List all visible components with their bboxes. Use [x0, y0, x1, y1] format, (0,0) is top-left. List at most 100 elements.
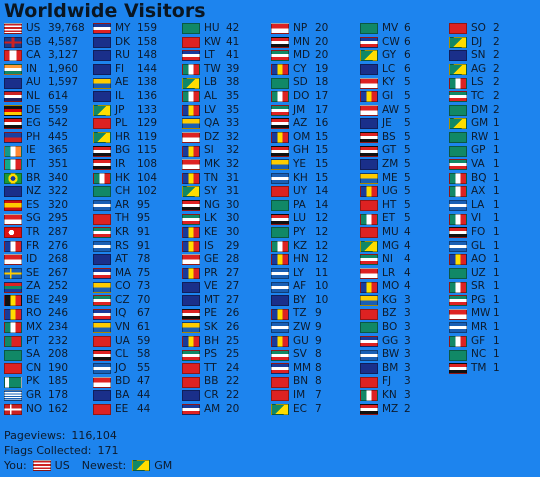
country-code: BN [293, 375, 309, 388]
flag-zm-icon [360, 159, 378, 171]
country-code: RO [26, 307, 42, 320]
visitor-count: 78 [137, 253, 151, 266]
country-code: MR [471, 321, 488, 334]
visitor-count: 31 [226, 171, 240, 184]
visitor-count: 75 [137, 266, 151, 279]
flag-mv-icon [360, 23, 378, 35]
country-code: HR [115, 130, 131, 143]
flag-mz-icon [360, 403, 378, 415]
country-code: LY [293, 266, 304, 279]
flag-kz-icon [271, 240, 289, 252]
flag-tr-icon [4, 227, 22, 239]
visitor-count: 1 [493, 198, 500, 211]
country-row-aw: AW 5 [360, 104, 449, 118]
flag-se-icon [4, 267, 22, 279]
pageviews-line: Pageviews: 116,104 [4, 428, 172, 443]
flag-et-icon [360, 213, 378, 225]
visitor-count: 22 [226, 375, 240, 388]
visitor-count: 6 [404, 62, 411, 75]
country-row-py: PY 12 [271, 226, 360, 240]
visitor-count: 20 [315, 22, 329, 34]
flag-gu-icon [271, 335, 289, 347]
country-row-sd: SD 18 [271, 76, 360, 90]
country-row-cl: CL 58 [93, 348, 182, 362]
country-code: BQ [471, 171, 487, 184]
visitor-count: 3 [404, 375, 411, 388]
flag-hn-icon [271, 254, 289, 266]
country-code: IR [115, 157, 126, 170]
flag-dm-icon [449, 104, 467, 116]
flag-bs-icon [360, 132, 378, 144]
country-code: HK [115, 171, 130, 184]
flag-nl-icon [4, 91, 22, 103]
country-code: CW [382, 35, 400, 48]
visitor-count: 1 [493, 361, 500, 374]
country-row-me: ME 5 [360, 172, 449, 186]
country-code: VA [471, 157, 485, 170]
visitor-count: 39 [226, 62, 240, 75]
flag-tz-icon [271, 308, 289, 320]
country-row-ma: MA 75 [93, 267, 182, 281]
country-code: NC [471, 348, 487, 361]
country-row-de: DE 559 [4, 104, 93, 118]
visitor-count: 1 [493, 334, 500, 347]
country-row-gf: GF 1 [449, 335, 538, 349]
country-code: RU [115, 49, 130, 62]
visitor-count: 1 [493, 225, 500, 238]
country-code: KW [204, 35, 221, 48]
you-newest-line: You: US Newest: GM [4, 458, 172, 473]
country-row-hk: HK 104 [93, 172, 182, 186]
flag-be-icon [4, 295, 22, 307]
flag-au-icon [4, 77, 22, 89]
flag-ag-icon [449, 64, 467, 76]
flag-column: HU 42 KW 41 LT 41 TW 39 LB 38 AL 35 LV 35 QA 33 DZ 32 SI 32… [182, 22, 271, 416]
country-row-pr: PR 27 [182, 267, 271, 281]
country-code: KG [382, 293, 398, 306]
visitor-count: 91 [137, 239, 151, 252]
flag-th-icon [93, 213, 111, 225]
flag-hu-icon [182, 23, 200, 35]
country-row-so: SO 2 [449, 22, 538, 36]
visitor-count: 61 [137, 321, 151, 334]
country-row-tr: TR 287 [4, 226, 93, 240]
flag-kn-icon [360, 390, 378, 402]
country-row-ec: EC 7 [271, 403, 360, 417]
country-row-us: US 39,768 [4, 22, 93, 36]
country-code: BY [293, 293, 307, 306]
widget-title: Worldwide Visitors [4, 0, 206, 22]
country-code: YE [293, 157, 307, 170]
country-code: LR [382, 266, 396, 279]
visitor-count: 322 [48, 185, 69, 198]
country-row-rs: RS 91 [93, 240, 182, 254]
country-row-gl: GL 1 [449, 240, 538, 254]
visitor-count: 138 [137, 76, 158, 89]
visitor-count: 178 [48, 389, 69, 402]
country-code: DK [115, 35, 130, 48]
visitor-count: 2 [493, 49, 500, 62]
country-row-im: IM 7 [271, 389, 360, 403]
country-code: TM [471, 361, 487, 374]
visitor-count: 3 [404, 307, 411, 320]
flag-mt-icon [182, 295, 200, 307]
country-code: CN [26, 361, 42, 374]
visitor-count: 29 [226, 239, 240, 252]
country-code: RW [471, 130, 489, 143]
flag-pr-icon [182, 267, 200, 279]
country-row-sv: SV 8 [271, 348, 360, 362]
country-code: GR [26, 389, 42, 402]
visitor-count: 17 [315, 103, 329, 116]
flag-ls-icon [449, 77, 467, 89]
flag-ye-icon [271, 159, 289, 171]
country-row-lc: LC 6 [360, 63, 449, 77]
flag-mr-icon [449, 322, 467, 334]
visitor-count: 108 [137, 157, 158, 170]
visitor-count: 14 [315, 198, 329, 211]
country-code: IM [293, 389, 306, 402]
flag-py-icon [271, 227, 289, 239]
flag-ca-icon [4, 50, 22, 62]
country-row-la: LA 1 [449, 199, 538, 213]
visitor-count: 559 [48, 103, 69, 116]
flag-ly-icon [271, 267, 289, 279]
country-row-is: IS 29 [182, 240, 271, 254]
